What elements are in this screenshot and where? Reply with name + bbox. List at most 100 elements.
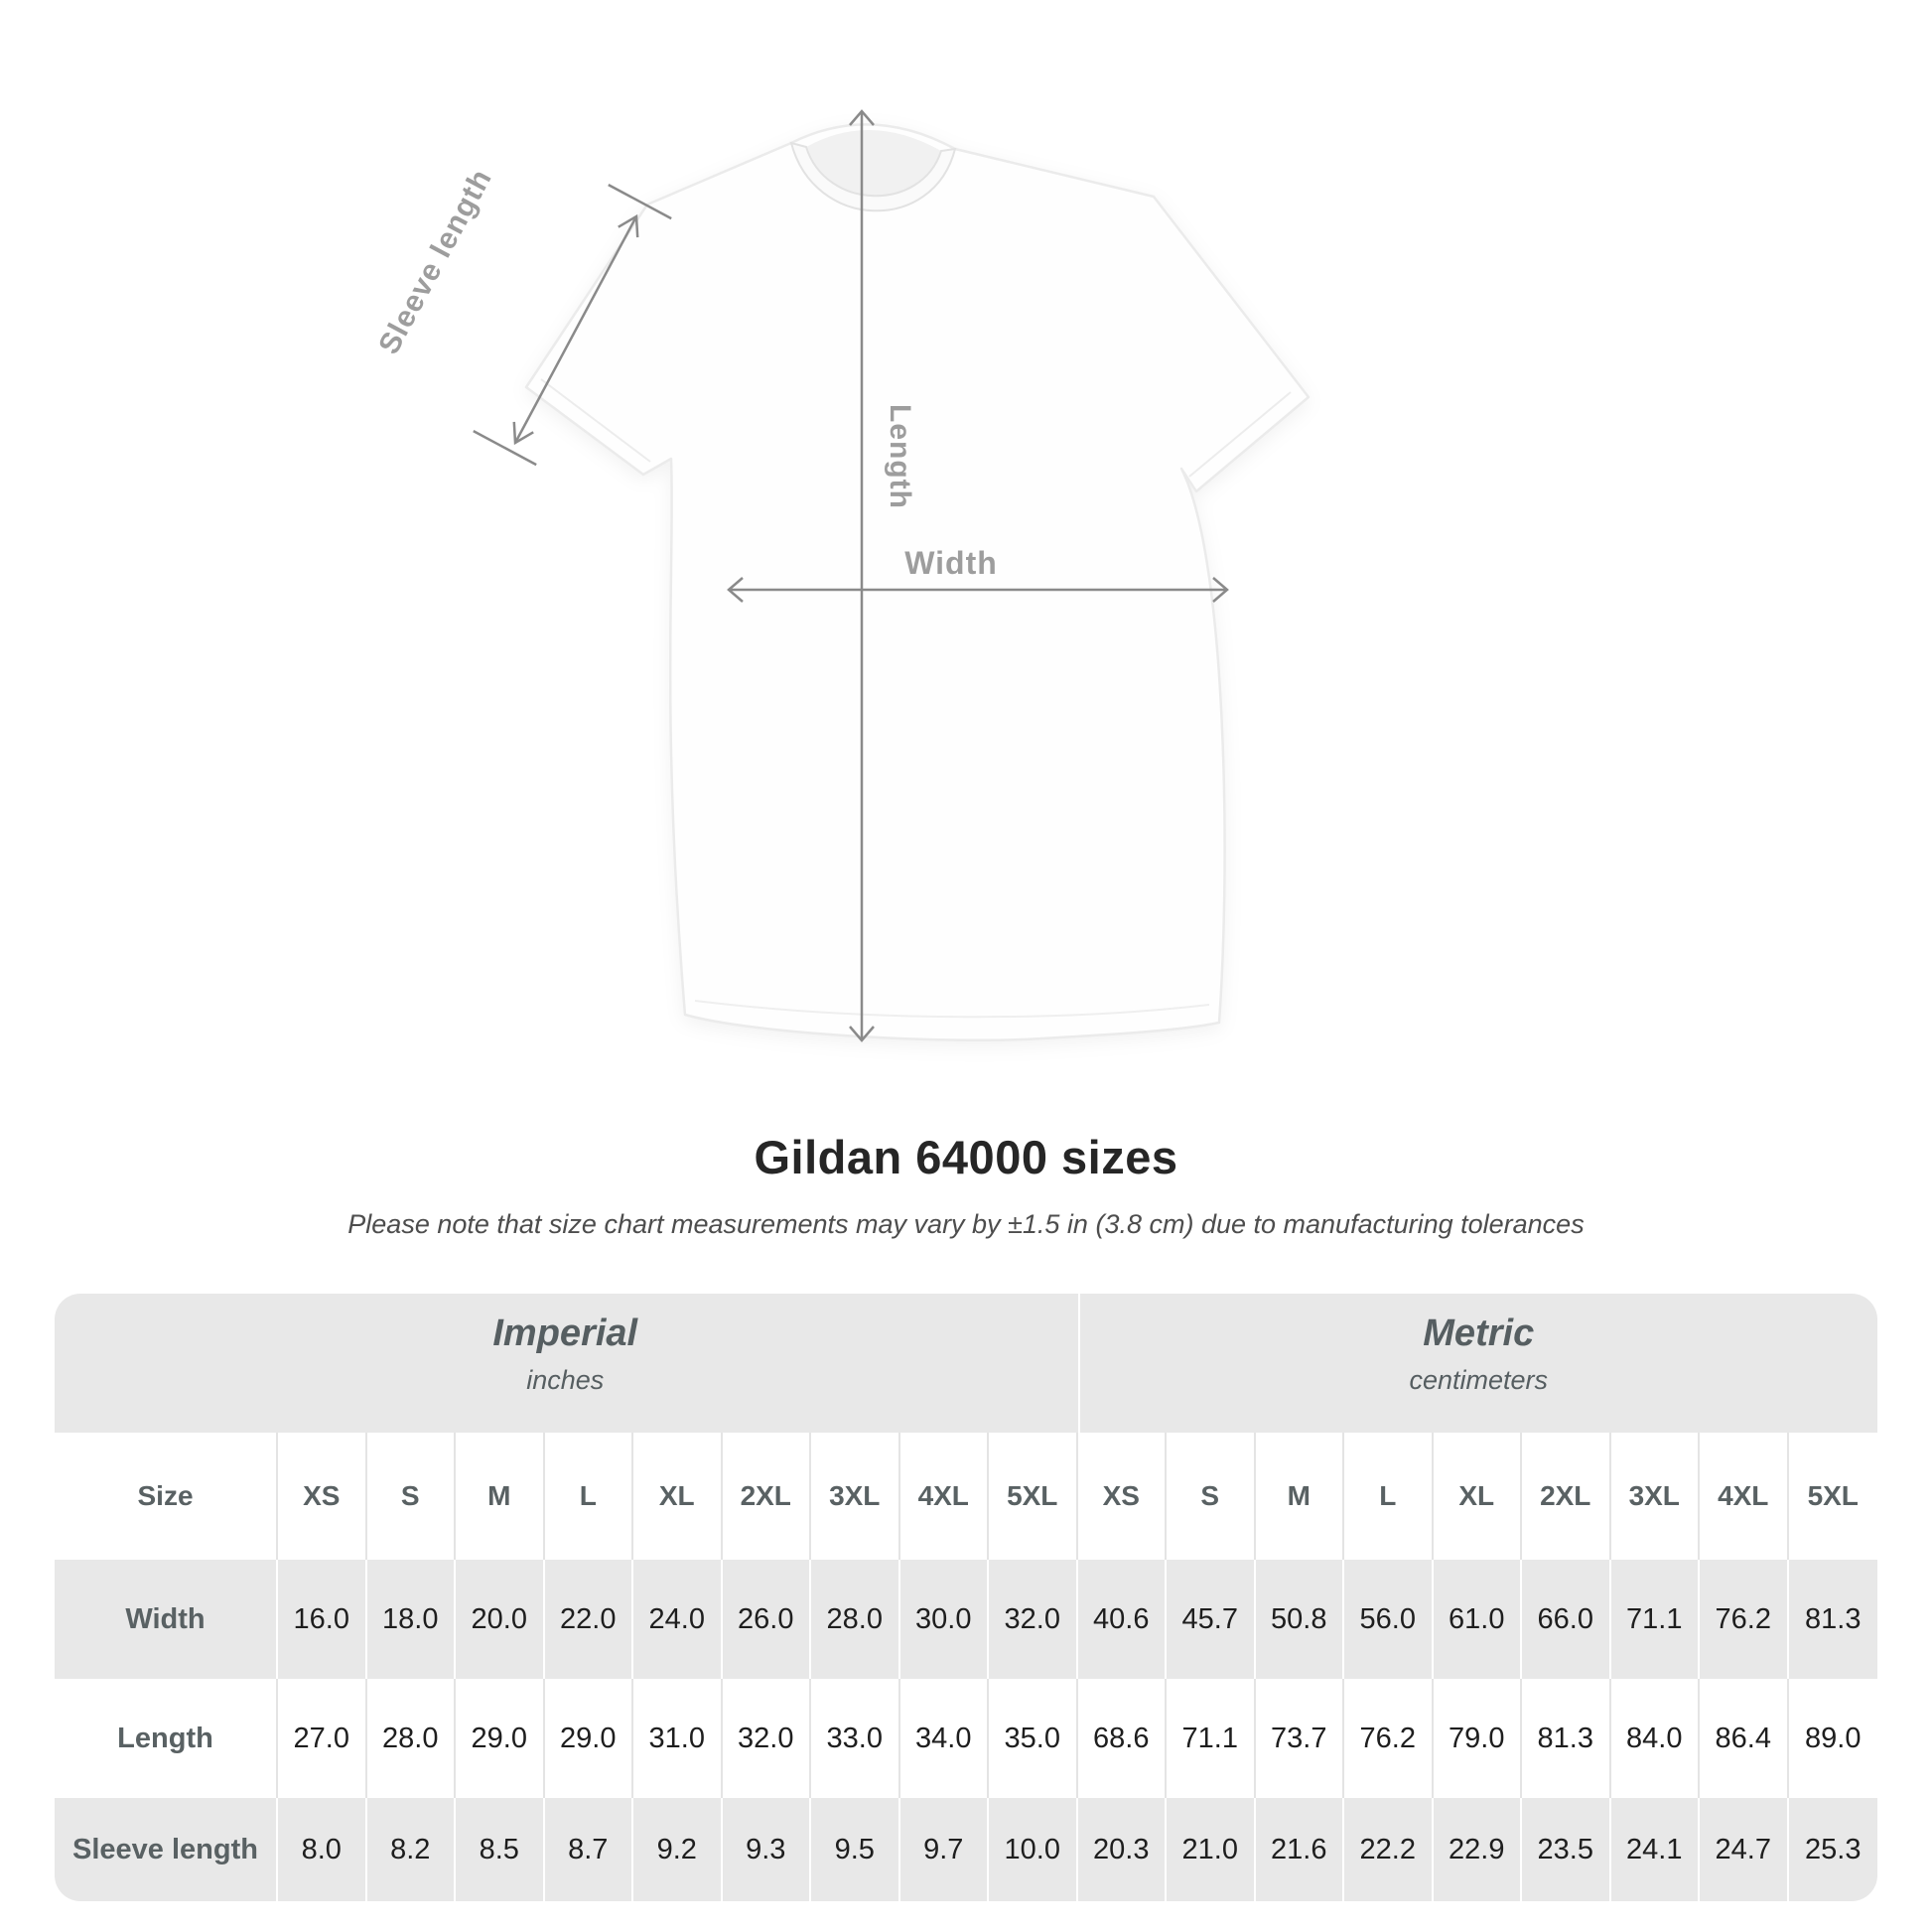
width-value: 66.0 <box>1522 1560 1611 1679</box>
width-label: Width <box>904 545 998 581</box>
width-value: 16.0 <box>278 1560 367 1679</box>
sleeve-value: 9.5 <box>811 1798 900 1901</box>
size-col-header: 2XL <box>1522 1433 1611 1560</box>
sleeve-value: 22.2 <box>1344 1798 1434 1901</box>
length-value: 33.0 <box>811 1679 900 1798</box>
size-col-header: S <box>1167 1433 1256 1560</box>
length-value: 71.1 <box>1167 1679 1256 1798</box>
arrow-up-right-icon <box>618 213 639 238</box>
page-title: Gildan 64000 sizes <box>754 1131 1178 1183</box>
sleeve-value: 21.6 <box>1255 1798 1344 1901</box>
length-value: 73.7 <box>1255 1679 1344 1798</box>
width-value: 24.0 <box>633 1560 723 1679</box>
length-value: 81.3 <box>1522 1679 1611 1798</box>
tolerance-note: Please note that size chart measurements… <box>347 1209 1585 1239</box>
size-col-header: 5XL <box>989 1433 1078 1560</box>
length-value: 76.2 <box>1344 1679 1434 1798</box>
arrow-up-icon <box>849 109 875 126</box>
sleeve-arrow-line <box>513 215 638 444</box>
length-value: 34.0 <box>899 1679 989 1798</box>
length-value: 84.0 <box>1610 1679 1700 1798</box>
sleeve-tick-bottom <box>473 429 537 467</box>
size-col-header: XS <box>1077 1433 1167 1560</box>
row-label: Width <box>55 1560 278 1679</box>
row-label: Length <box>55 1679 278 1798</box>
sleeve-value: 20.3 <box>1077 1798 1167 1901</box>
sleeve-value: 10.0 <box>989 1798 1078 1901</box>
shirt-measurement-diagram: Sleeve length Length Width <box>372 109 1311 1042</box>
sleeve-value: 24.7 <box>1700 1798 1789 1901</box>
metric-group-unit: centimeters <box>1409 1365 1549 1395</box>
length-value: 29.0 <box>456 1679 545 1798</box>
width-value: 22.0 <box>544 1560 633 1679</box>
imperial-group-unit: inches <box>526 1365 605 1395</box>
size-col-header: XL <box>633 1433 723 1560</box>
metric-group-header: Metric centimeters <box>1077 1294 1877 1433</box>
length-value: 27.0 <box>278 1679 367 1798</box>
length-value: 86.4 <box>1700 1679 1789 1798</box>
tshirt-body <box>524 123 1311 1041</box>
sleeve-value: 8.5 <box>456 1798 545 1901</box>
width-value: 28.0 <box>811 1560 900 1679</box>
length-value: 32.0 <box>722 1679 811 1798</box>
size-col-header: 5XL <box>1788 1433 1877 1560</box>
length-label: Length <box>884 404 916 509</box>
width-value: 26.0 <box>722 1560 811 1679</box>
width-value: 45.7 <box>1167 1560 1256 1679</box>
arrow-right-icon <box>1212 577 1229 603</box>
length-value: 31.0 <box>633 1679 723 1798</box>
sleeve-tick-top <box>608 183 672 220</box>
dimension-lines <box>473 109 1229 1042</box>
sleeve-value: 8.0 <box>278 1798 367 1901</box>
imperial-group-header: Imperial inches <box>55 1294 1078 1433</box>
size-col-header: 2XL <box>722 1433 811 1560</box>
size-col-header: 3XL <box>1610 1433 1700 1560</box>
arrow-left-icon <box>727 577 744 603</box>
sleeve-value: 9.3 <box>722 1798 811 1901</box>
imperial-group-label: Imperial <box>492 1312 638 1354</box>
length-value: 28.0 <box>366 1679 456 1798</box>
width-value: 71.1 <box>1610 1560 1700 1679</box>
size-col-header: 4XL <box>1700 1433 1789 1560</box>
width-value: 81.3 <box>1788 1560 1877 1679</box>
size-col-header: XS <box>278 1433 367 1560</box>
size-col-header: M <box>1255 1433 1344 1560</box>
width-value: 50.8 <box>1255 1560 1344 1679</box>
width-value: 40.6 <box>1077 1560 1167 1679</box>
width-value: 18.0 <box>366 1560 456 1679</box>
length-value: 35.0 <box>989 1679 1078 1798</box>
shirt-illustration: Sleeve length Length Width <box>372 109 1311 1042</box>
size-col-header: L <box>1344 1433 1434 1560</box>
size-col-header: 3XL <box>811 1433 900 1560</box>
sleeve-value: 23.5 <box>1522 1798 1611 1901</box>
size-header: Size <box>55 1433 278 1560</box>
metric-group-label: Metric <box>1423 1312 1535 1354</box>
sleeve-value: 25.3 <box>1788 1798 1877 1901</box>
width-value: 61.0 <box>1433 1560 1522 1679</box>
width-value: 30.0 <box>899 1560 989 1679</box>
size-col-header: 4XL <box>899 1433 989 1560</box>
row-label: Sleeve length <box>55 1798 278 1901</box>
sleeve-value: 21.0 <box>1167 1798 1256 1901</box>
length-value: 89.0 <box>1788 1679 1877 1798</box>
size-col-header: XL <box>1433 1433 1522 1560</box>
size-col-header: L <box>544 1433 633 1560</box>
arrow-down-left-icon <box>512 421 534 446</box>
size-col-header: S <box>366 1433 456 1560</box>
sleeve-value: 8.7 <box>544 1798 633 1901</box>
width-value: 56.0 <box>1344 1560 1434 1679</box>
length-value: 79.0 <box>1433 1679 1522 1798</box>
sleeve-value: 9.7 <box>899 1798 989 1901</box>
length-value: 29.0 <box>544 1679 633 1798</box>
arrow-down-icon <box>849 1026 875 1042</box>
length-value: 68.6 <box>1077 1679 1167 1798</box>
size-col-header: M <box>456 1433 545 1560</box>
width-value: 20.0 <box>456 1560 545 1679</box>
size-table: Imperial inches Metric centimeters Size … <box>55 1294 1877 1901</box>
sleeve-value: 24.1 <box>1610 1798 1700 1901</box>
width-value: 76.2 <box>1700 1560 1789 1679</box>
sleeve-length-label: Sleeve length <box>372 164 498 359</box>
width-value: 32.0 <box>989 1560 1078 1679</box>
sleeve-value: 22.9 <box>1433 1798 1522 1901</box>
